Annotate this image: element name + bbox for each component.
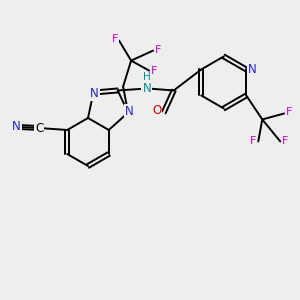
Text: F: F: [155, 45, 161, 55]
Text: F: F: [250, 136, 256, 146]
Text: O: O: [152, 104, 161, 117]
Text: C: C: [35, 122, 43, 134]
Text: N: N: [248, 63, 256, 76]
Text: F: F: [282, 136, 289, 146]
Text: N: N: [125, 105, 134, 118]
Text: N: N: [12, 121, 21, 134]
Text: F: F: [151, 66, 157, 76]
Text: F: F: [112, 34, 118, 44]
Text: N: N: [142, 82, 151, 95]
Text: F: F: [286, 107, 292, 118]
Text: N: N: [90, 87, 99, 100]
Text: H: H: [143, 73, 151, 82]
